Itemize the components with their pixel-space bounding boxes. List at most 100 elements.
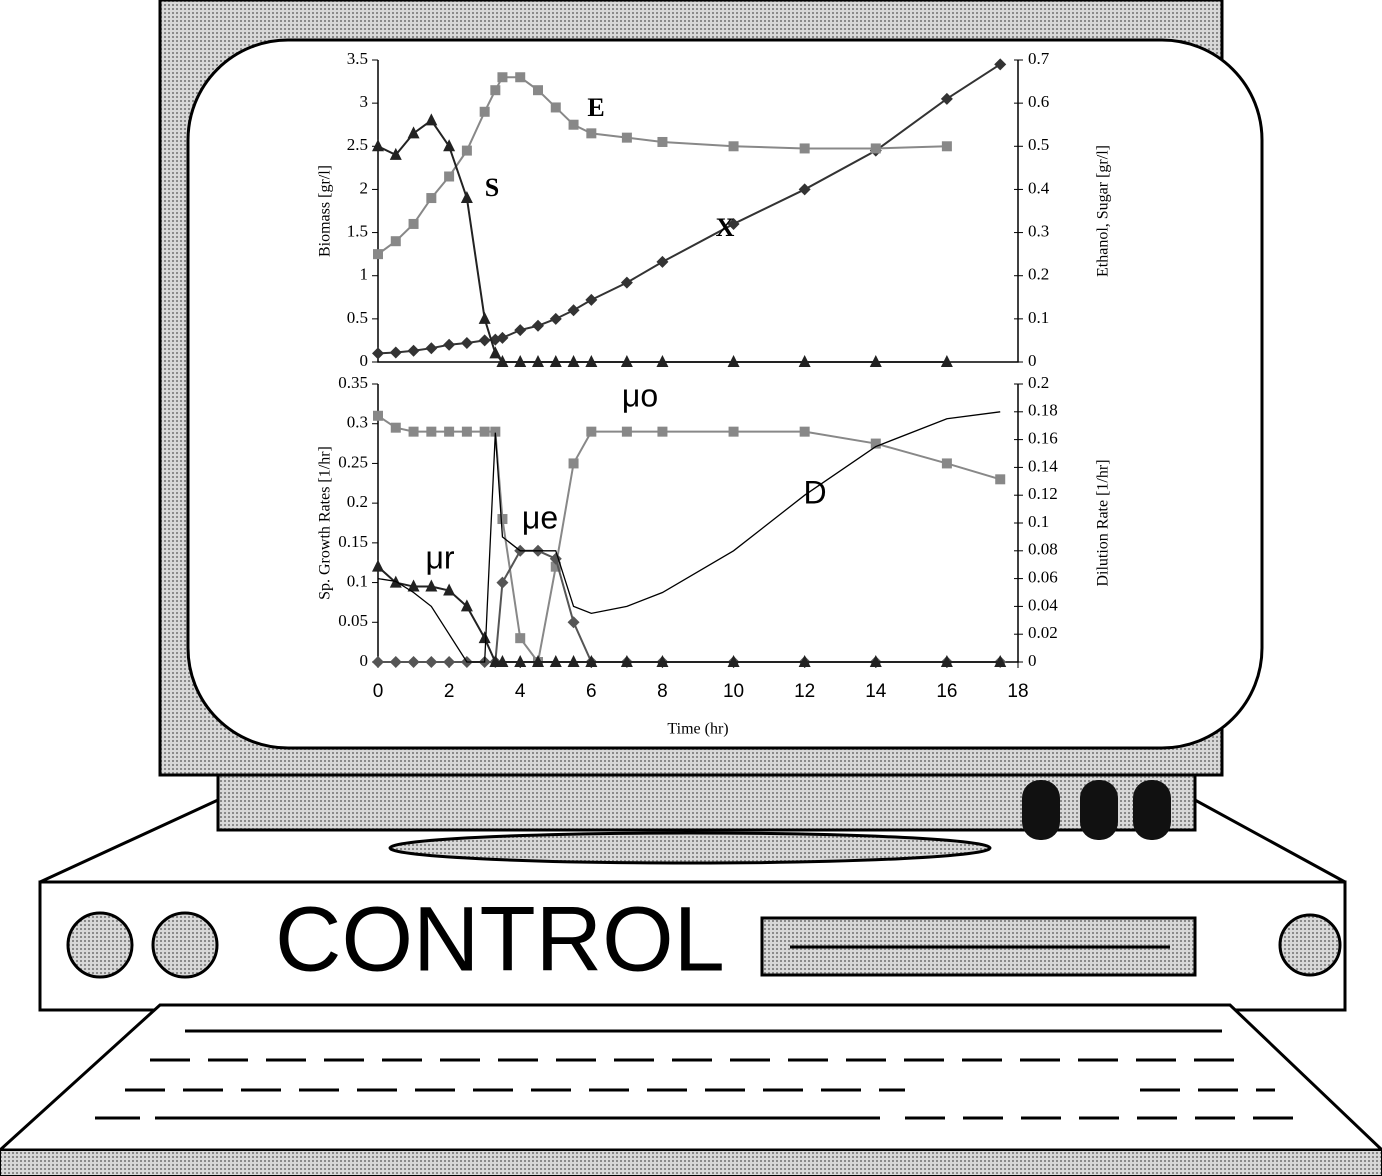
y-tick-label: 0.25 <box>338 452 368 471</box>
series-label: D <box>803 474 826 510</box>
y2-tick-label: 0.16 <box>1028 429 1058 448</box>
marker <box>391 236 401 246</box>
marker <box>729 141 739 151</box>
y2-tick-label: 0.04 <box>1028 595 1058 614</box>
marker <box>622 133 632 143</box>
marker <box>426 427 436 437</box>
y-tick-label: 3 <box>360 92 369 111</box>
marker <box>391 423 401 433</box>
marker <box>657 427 667 437</box>
knob <box>68 913 132 977</box>
y2-tick-label: 0.2 <box>1028 373 1049 392</box>
marker <box>729 427 739 437</box>
y2-tick-label: 0.12 <box>1028 484 1058 503</box>
marker <box>515 633 525 643</box>
marker <box>569 120 579 130</box>
y2-tick-label: 0.6 <box>1028 92 1049 111</box>
marker <box>622 427 632 437</box>
x-tick-label: 0 <box>373 681 384 702</box>
marker <box>480 107 490 117</box>
y2-tick-label: 0.08 <box>1028 540 1058 559</box>
series-label: S <box>485 173 499 202</box>
marker <box>515 72 525 82</box>
y2-tick-label: 0.1 <box>1028 308 1049 327</box>
marker <box>942 458 952 468</box>
stand <box>390 833 990 863</box>
y-axis-label: Sp. Growth Rates [1/hr] <box>317 446 334 600</box>
control-label: CONTROL <box>275 888 725 990</box>
y-tick-label: 3.5 <box>347 49 368 68</box>
marker <box>586 427 596 437</box>
marker <box>533 85 543 95</box>
y2-tick-label: 0.14 <box>1028 456 1058 475</box>
button <box>1080 780 1118 840</box>
y2-axis-label: Ethanol, Sugar [gr/l] <box>1095 145 1112 277</box>
series-label: X <box>716 213 735 242</box>
y-tick-label: 0.15 <box>338 532 368 551</box>
marker <box>373 249 383 259</box>
keyboard <box>0 1005 1382 1150</box>
y-tick-label: 0.2 <box>347 492 368 511</box>
marker <box>497 514 507 524</box>
y2-tick-label: 0.7 <box>1028 49 1050 68</box>
y2-tick-label: 0.06 <box>1028 568 1058 587</box>
y2-tick-label: 0.5 <box>1028 135 1049 154</box>
marker <box>444 171 454 181</box>
marker <box>800 427 810 437</box>
x-tick-label: 16 <box>936 681 957 702</box>
y-tick-label: 0 <box>360 351 369 370</box>
y2-tick-label: 0.1 <box>1028 512 1049 531</box>
knob <box>1280 915 1340 975</box>
illustration: CONTROL 0 0.5 1 1.5 2 2.5 3 3.5 0 0.1 0.2 0.3 0.4 0.5… <box>0 0 1382 1176</box>
x-axis-label: Time (hr) <box>667 721 728 738</box>
marker <box>462 146 472 156</box>
y-tick-label: 0.1 <box>347 571 368 590</box>
marker <box>497 72 507 82</box>
marker <box>551 102 561 112</box>
marker <box>490 85 500 95</box>
marker <box>409 219 419 229</box>
x-tick-label: 6 <box>586 681 597 702</box>
knob <box>153 913 217 977</box>
series-label: μr <box>425 539 454 575</box>
y2-tick-label: 0.4 <box>1028 178 1050 197</box>
series-label: μe <box>522 499 558 535</box>
marker <box>800 143 810 153</box>
marker <box>426 193 436 203</box>
y2-tick-label: 0.2 <box>1028 265 1049 284</box>
marker <box>444 427 454 437</box>
series-label: E <box>587 93 604 122</box>
marker <box>462 427 472 437</box>
marker <box>657 137 667 147</box>
button <box>1022 780 1060 840</box>
marker <box>569 458 579 468</box>
y2-tick-label: 0 <box>1028 351 1037 370</box>
y-tick-label: 2 <box>360 178 369 197</box>
x-tick-label: 4 <box>515 681 526 702</box>
marker <box>409 427 419 437</box>
y-tick-label: 1.5 <box>347 221 368 240</box>
y-tick-label: 0.05 <box>338 611 368 630</box>
x-tick-label: 18 <box>1007 681 1028 702</box>
y2-tick-label: 0.02 <box>1028 623 1058 642</box>
y2-tick-label: 0.18 <box>1028 401 1058 420</box>
keyboard-edge <box>0 1150 1382 1176</box>
y-tick-label: 0 <box>360 651 369 670</box>
x-tick-label: 2 <box>444 681 455 702</box>
y-tick-label: 0.5 <box>347 308 368 327</box>
x-tick-label: 8 <box>657 681 668 702</box>
marker <box>942 141 952 151</box>
x-tick-label: 14 <box>865 681 887 702</box>
marker <box>871 143 881 153</box>
y2-tick-label: 0 <box>1028 651 1037 670</box>
y-tick-label: 0.3 <box>347 413 368 432</box>
y-tick-label: 0.35 <box>338 373 368 392</box>
x-tick-label: 10 <box>723 681 744 702</box>
series-label: μo <box>622 377 658 413</box>
y-tick-label: 2.5 <box>347 135 368 154</box>
marker <box>586 128 596 138</box>
y2-axis-label: Dilution Rate [1/hr] <box>1095 459 1112 586</box>
marker <box>995 474 1005 484</box>
marker <box>373 411 383 421</box>
y-tick-label: 1 <box>360 265 369 284</box>
